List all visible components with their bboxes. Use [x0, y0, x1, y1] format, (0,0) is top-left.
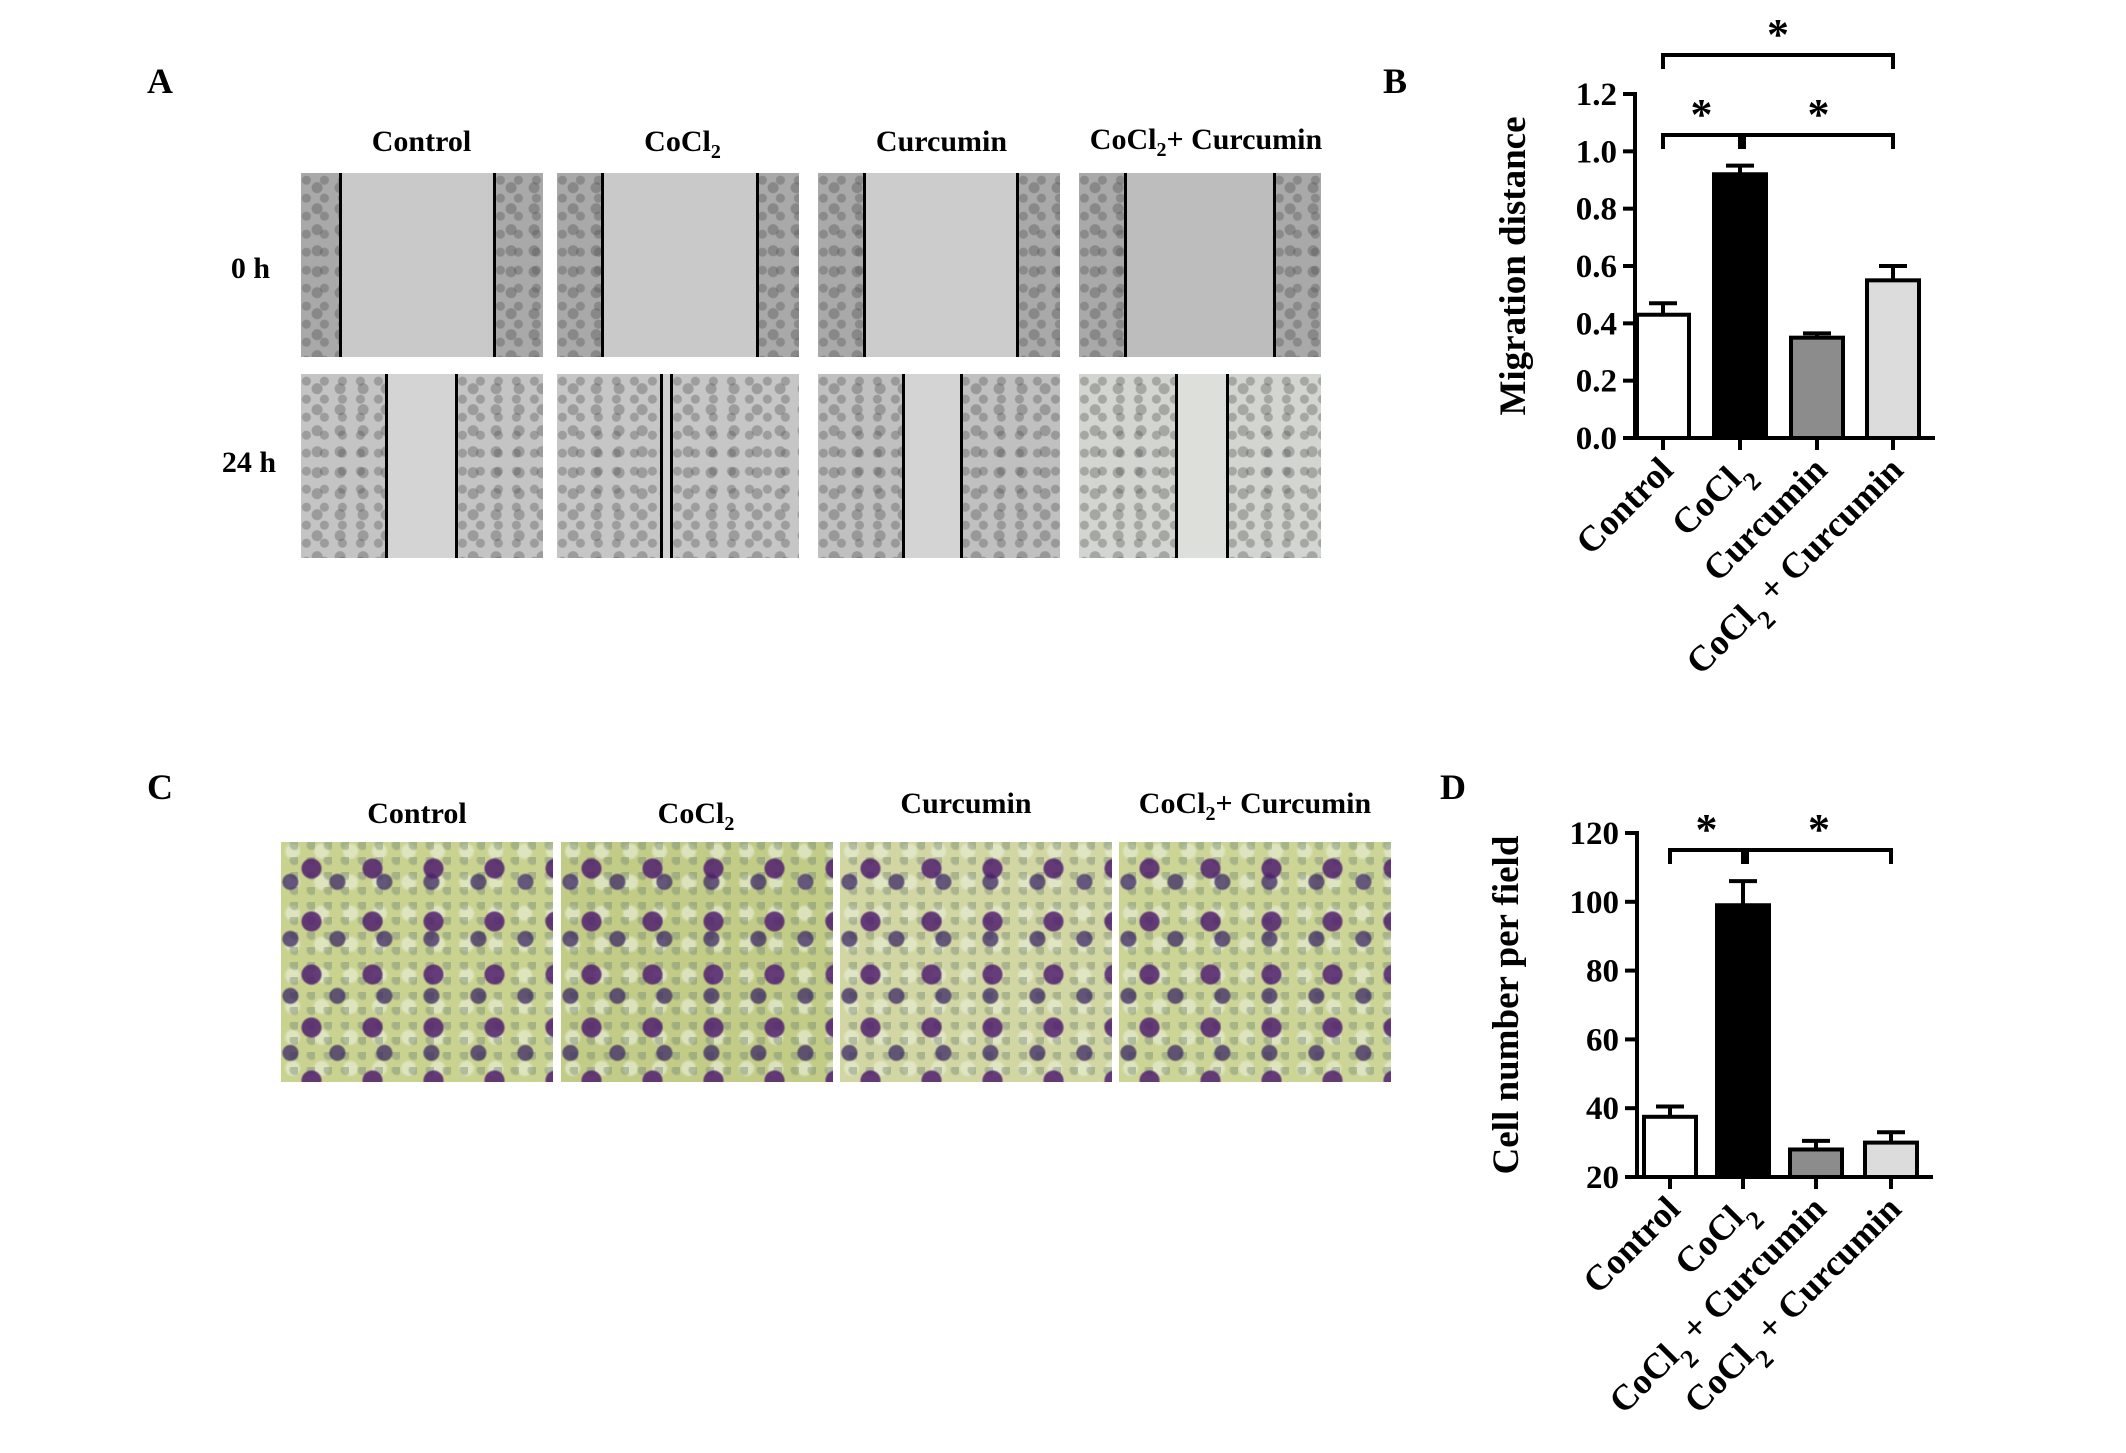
chart-d-bar — [1715, 903, 1771, 1179]
transwell-image-cocl2 — [561, 842, 833, 1082]
transwell-image-control — [281, 842, 553, 1082]
scratch-image-curcumin-24h — [818, 374, 1060, 558]
chart-d-y-tick-label: 100 — [1570, 885, 1620, 921]
transwell-column-label-curcumin: Curcumin — [900, 787, 1032, 820]
chart-b-y-tick-label: 0.6 — [1576, 249, 1617, 285]
chart-d-significance-bracket — [1745, 848, 1893, 864]
scratch-column-label-control: Control — [371, 125, 472, 158]
chart-b-significance-star: * — [1691, 90, 1713, 139]
scratch-image-combo-24h — [1079, 374, 1321, 558]
scratch-column-label-curcumin: Curcumin — [875, 125, 1008, 158]
chart-b-y-tick-label: 0.2 — [1576, 364, 1617, 400]
chart-b-y-tick-label: 1.2 — [1576, 77, 1617, 113]
scratch-image-control-0h — [301, 173, 543, 357]
chart-d-significance-star: * — [1696, 805, 1718, 854]
chart-b-bar — [1635, 312, 1691, 441]
chart-b-x-tick-label: Control — [1568, 449, 1681, 562]
transwell-column-label-combo: CoCl2+ Curcumin — [1138, 787, 1372, 825]
scratch-row-label-24h: 24 h — [221, 446, 276, 479]
chart-d-x-tick-label: Control — [1575, 1188, 1688, 1301]
scratch-row-label-0h: 0 h — [230, 252, 270, 285]
chart-b-significance-bracket — [1661, 53, 1895, 69]
scratch-image-cocl2-24h — [557, 374, 799, 558]
chart-b-significance-bracket — [1661, 133, 1742, 149]
chart-b-bar — [1789, 335, 1845, 440]
panel-letter-c: C — [147, 767, 173, 807]
chart-d-significance-star: * — [1808, 805, 1830, 854]
chart-d-y-tick-label: 120 — [1570, 816, 1620, 852]
chart-b-y-tick-label: 0.4 — [1576, 306, 1617, 342]
chart-b-bar — [1712, 172, 1768, 440]
chart-b-significance-star: * — [1767, 10, 1789, 59]
chart-d-bar — [1788, 1147, 1844, 1179]
scratch-column-label-combo: CoCl2+ Curcumin — [1089, 123, 1323, 161]
chart-d-y-tick-label: 40 — [1586, 1091, 1619, 1127]
transwell-column-label-cocl2: CoCl2 — [657, 797, 735, 835]
chart-d-y-tick-label: 60 — [1586, 1022, 1619, 1058]
chart-b-y-tick-label: 1.0 — [1576, 134, 1617, 170]
panel-letter-d: D — [1440, 767, 1466, 807]
panel-letter-a: A — [147, 61, 173, 101]
panel-letter-b: B — [1383, 61, 1408, 101]
chart-b-y-tick-label: 0.0 — [1576, 421, 1617, 457]
chart-d-bar — [1642, 1114, 1698, 1180]
chart-b-significance-bracket — [1742, 133, 1895, 149]
chart-d-significance-bracket — [1668, 848, 1745, 864]
transwell-image-combo — [1119, 842, 1391, 1082]
scratch-image-combo-0h — [1079, 173, 1321, 357]
chart-d-bar — [1863, 1140, 1919, 1179]
chart-b-significance-star: * — [1808, 90, 1830, 139]
scratch-image-control-24h — [301, 374, 543, 558]
scratch-image-curcumin-0h — [818, 173, 1060, 357]
chart-b-y-axis-label: Migration distance — [1493, 116, 1534, 415]
chart-d-y-axis-label: Cell number per field — [1486, 835, 1527, 1174]
chart-b-bar — [1865, 278, 1921, 441]
chart-b-y-tick-label: 0.8 — [1576, 192, 1617, 228]
chart-d-y-tick-label: 80 — [1586, 954, 1619, 990]
scratch-image-cocl2-0h — [557, 173, 799, 357]
scratch-column-label-cocl2: CoCl2 — [644, 125, 721, 163]
transwell-column-label-control: Control — [367, 797, 467, 830]
transwell-image-curcumin — [840, 842, 1112, 1082]
chart-d-y-tick-label: 20 — [1586, 1160, 1619, 1196]
